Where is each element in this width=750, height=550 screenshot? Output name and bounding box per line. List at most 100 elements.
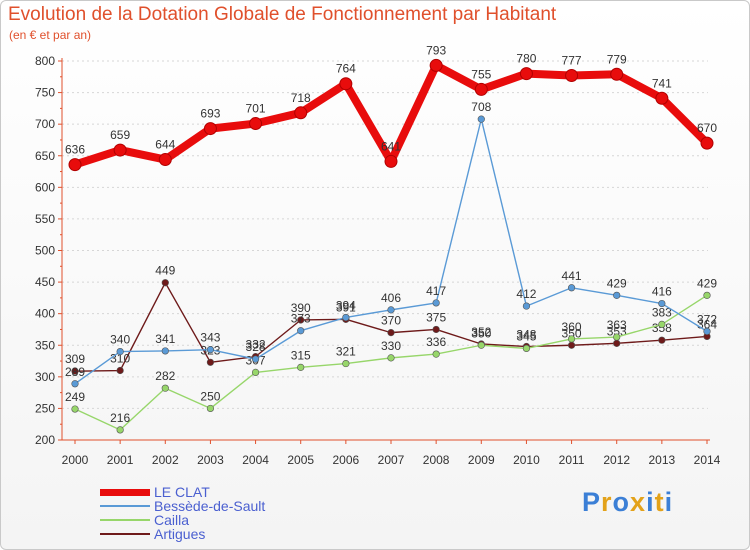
data-label-bess-de-de-sault: 373 <box>291 312 311 326</box>
data-point-le-clat <box>474 82 488 96</box>
data-label-cailla: 383 <box>652 305 672 319</box>
data-label-bess-de-de-sault: 412 <box>516 287 536 301</box>
data-label-bess-de-de-sault: 372 <box>697 312 717 326</box>
data-point-bess-de-de-sault <box>251 355 260 363</box>
data-label-bess-de-de-sault: 441 <box>562 269 582 283</box>
data-label-bess-de-de-sault: 406 <box>381 291 401 305</box>
data-point-le-clat <box>655 91 669 105</box>
data-point-cailla <box>251 368 260 377</box>
data-point-le-clat <box>203 122 217 136</box>
data-label-cailla: 336 <box>426 335 446 349</box>
data-label-cailla: 360 <box>562 320 582 334</box>
data-point-cailla <box>71 405 79 413</box>
data-point-le-clat <box>68 158 82 172</box>
legend-swatch-cailla <box>100 519 150 521</box>
data-label-cailla: 249 <box>65 390 85 404</box>
data-label-le-clat: 793 <box>426 43 446 57</box>
data-point-cailla <box>613 333 621 341</box>
data-label-le-clat: 777 <box>562 54 582 68</box>
data-label-artigues: 309 <box>65 352 85 366</box>
logo-letter: x <box>630 487 647 517</box>
data-label-bess-de-de-sault: 341 <box>155 332 175 346</box>
data-point-artigues <box>567 341 576 349</box>
data-point-le-clat <box>113 143 127 157</box>
data-label-le-clat: 741 <box>652 76 672 90</box>
data-point-cailla <box>522 344 531 353</box>
data-point-le-clat <box>565 69 579 83</box>
legend-swatch-bessede-de-sault <box>100 505 150 507</box>
data-label-bess-de-de-sault: 289 <box>65 365 85 379</box>
y-tick-label: 550 <box>35 212 55 226</box>
x-tick-label: 2011 <box>559 453 585 467</box>
data-point-cailla <box>387 354 395 362</box>
data-point-cailla <box>206 404 215 413</box>
data-point-le-clat <box>249 117 263 131</box>
data-label-artigues: 370 <box>381 314 401 328</box>
data-label-artigues: 352 <box>471 325 491 339</box>
x-tick-label: 2009 <box>468 453 495 467</box>
data-label-le-clat: 780 <box>516 52 536 66</box>
legend-swatch-le-clat <box>100 489 150 496</box>
data-label-bess-de-de-sault: 429 <box>607 276 627 290</box>
data-label-bess-de-de-sault: 416 <box>652 285 672 299</box>
data-point-bess-de-de-sault <box>387 306 395 314</box>
data-label-cailla: 321 <box>336 345 356 359</box>
legend-label-artigues: Artigues <box>154 526 206 542</box>
data-point-le-clat <box>519 67 533 81</box>
data-point-le-clat <box>294 106 308 120</box>
data-label-artigues: 350 <box>562 326 582 340</box>
data-point-artigues <box>206 358 215 366</box>
data-point-artigues <box>71 367 79 375</box>
data-point-le-clat <box>158 153 172 167</box>
data-label-le-clat: 693 <box>200 107 220 121</box>
data-label-artigues: 390 <box>291 301 311 315</box>
x-tick-label: 2004 <box>242 453 269 467</box>
x-tick-label: 2014 <box>694 453 721 467</box>
data-label-cailla: 315 <box>291 348 311 362</box>
data-point-bess-de-de-sault <box>116 347 124 356</box>
data-point-cailla <box>342 359 350 368</box>
y-tick-label: 750 <box>35 86 55 100</box>
chart-subtitle: (en € et par an) <box>9 28 92 42</box>
logo-letter: o <box>612 487 631 517</box>
data-point-artigues <box>387 329 395 337</box>
data-point-artigues <box>658 336 666 344</box>
data-point-bess-de-de-sault <box>342 313 350 322</box>
data-point-bess-de-de-sault <box>206 346 215 354</box>
y-tick-label: 800 <box>35 54 55 68</box>
data-point-bess-de-de-sault <box>658 299 666 308</box>
y-tick-label: 350 <box>35 338 55 352</box>
data-point-bess-de-de-sault <box>297 327 305 335</box>
data-label-bess-de-de-sault: 343 <box>200 331 220 345</box>
data-label-cailla: 363 <box>607 318 627 332</box>
data-point-bess-de-de-sault <box>522 302 531 310</box>
data-point-artigues <box>297 316 305 324</box>
x-tick-label: 2003 <box>197 453 224 467</box>
x-tick-label: 2012 <box>603 453 630 467</box>
data-point-cailla <box>703 291 711 299</box>
x-tick-label: 2000 <box>62 453 89 467</box>
legend-item-bessede-de-sault: Bessède-de-Sault <box>100 498 320 514</box>
logo-letter: r <box>601 487 613 517</box>
data-label-le-clat: 755 <box>471 67 491 81</box>
logo-letter: i <box>664 487 674 517</box>
data-point-bess-de-de-sault <box>432 299 440 307</box>
data-point-le-clat <box>610 67 624 81</box>
legend-item-artigues: Artigues <box>100 526 320 542</box>
x-tick-label: 2008 <box>423 453 450 467</box>
data-label-bess-de-de-sault: 328 <box>246 340 266 354</box>
data-point-cailla <box>161 384 169 392</box>
y-tick-label: 250 <box>35 401 55 415</box>
legend-swatch-artigues <box>100 533 150 535</box>
logo-letter: i <box>646 487 655 517</box>
x-tick-label: 2013 <box>649 453 676 467</box>
data-point-bess-de-de-sault <box>567 284 576 292</box>
data-point-artigues <box>432 325 440 334</box>
data-label-bess-de-de-sault: 417 <box>426 284 446 298</box>
legend-label-bessede-de-sault: Bessède-de-Sault <box>154 498 266 514</box>
data-point-le-clat <box>429 58 443 72</box>
data-label-cailla: 282 <box>155 369 175 383</box>
data-point-cailla <box>567 335 576 343</box>
y-tick-label: 500 <box>35 244 55 258</box>
